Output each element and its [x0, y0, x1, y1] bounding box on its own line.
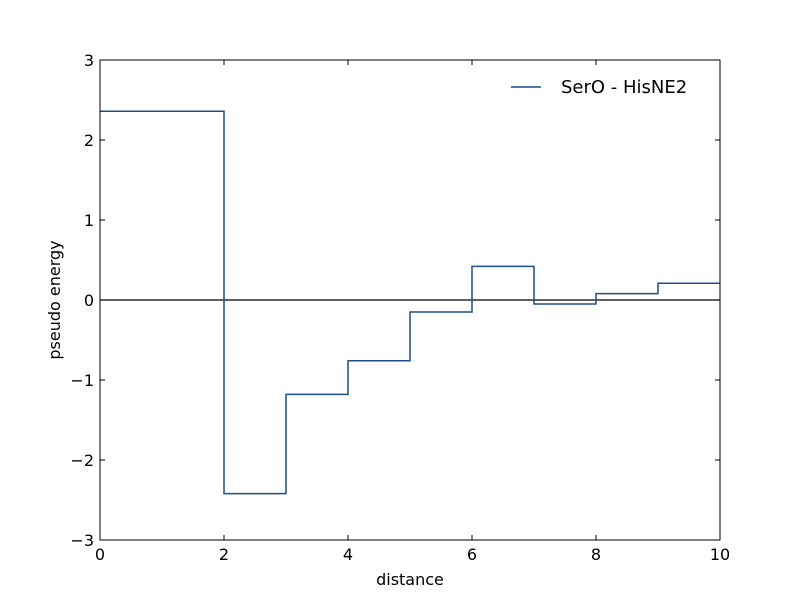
x-tick-label: 10 [710, 545, 730, 564]
y-tick-label: 0 [84, 291, 94, 310]
x-axis-label: distance [376, 570, 444, 589]
legend: SerO - HisNE2 [511, 77, 687, 98]
y-tick-label: −2 [70, 451, 94, 470]
x-tick-label: 0 [95, 545, 105, 564]
series-group [100, 110, 720, 495]
series-line-0 [100, 110, 720, 495]
y-tick-label: −3 [70, 531, 94, 550]
x-tick-label: 2 [219, 545, 229, 564]
x-tick-label: 8 [591, 545, 601, 564]
plot-frame [99, 59, 721, 541]
y-axis-label: pseudo energy [45, 240, 64, 359]
y-tick-label: 2 [84, 131, 94, 150]
y-tick-label: 1 [84, 211, 94, 230]
x-tick-label: 6 [467, 545, 477, 564]
x-tick-label: 4 [343, 545, 353, 564]
y-tick-label: 3 [84, 51, 94, 70]
y-tick-label: −1 [70, 371, 94, 390]
y-axis-ticks: −3 −2 −1 0 1 2 3 [70, 51, 720, 550]
legend-label: SerO - HisNE2 [561, 77, 687, 98]
